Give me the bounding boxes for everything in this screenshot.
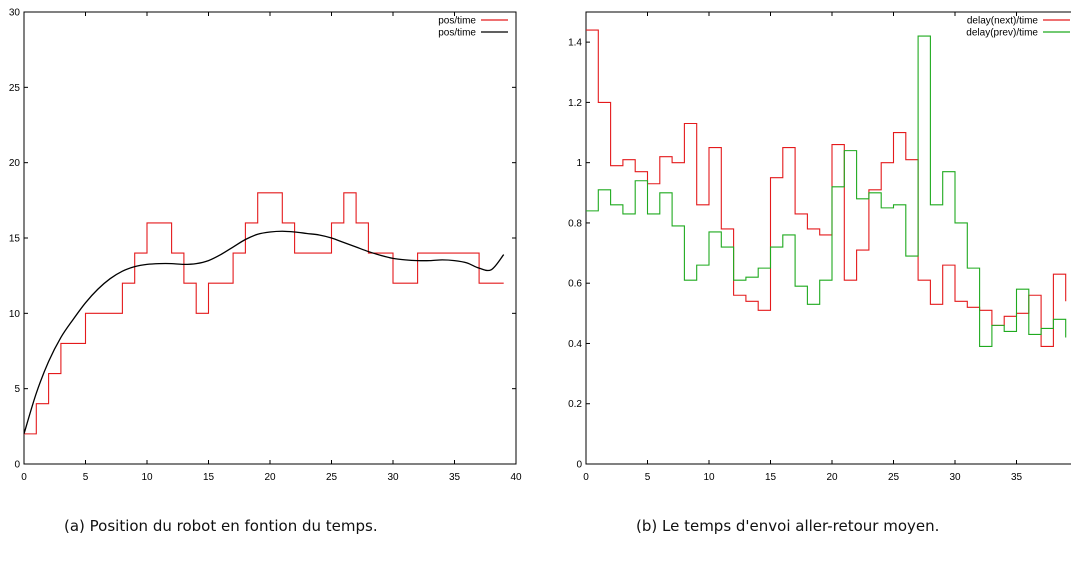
y-tick-label: 0.4: [568, 339, 582, 350]
x-tick-label: 15: [203, 472, 215, 483]
x-tick-label: 5: [645, 472, 651, 483]
y-tick-label: 25: [9, 83, 21, 94]
plot-frame: [585, 11, 1071, 465]
x-tick-label: 30: [949, 472, 961, 483]
legend-label: delay(next)/time: [967, 16, 1039, 27]
y-tick-label: 30: [9, 8, 21, 19]
series-line-1: [586, 29, 1067, 348]
x-tick-label: 0: [21, 472, 27, 483]
y-tick-label: 10: [9, 309, 21, 320]
x-tick-label: 30: [387, 472, 399, 483]
x-tick-label: 20: [264, 472, 276, 483]
y-tick-label: 1: [576, 158, 582, 169]
y-tick-label: 0.6: [568, 279, 582, 290]
y-tick-label: 1.4: [568, 38, 582, 49]
x-tick-label: 40: [510, 472, 522, 483]
x-tick-label: 25: [326, 472, 338, 483]
caption-b: (b) Le temps d'envoi aller-retour moyen.: [636, 517, 940, 535]
y-tick-label: 15: [9, 234, 21, 245]
x-tick-label: 10: [703, 472, 715, 483]
y-tick-label: 1.2: [568, 98, 582, 109]
y-tick-label: 20: [9, 158, 21, 169]
y-tick-label: 0: [14, 460, 20, 471]
y-tick-label: 0.2: [568, 399, 582, 410]
y-tick-label: 5: [14, 384, 20, 395]
caption-a: (a) Position du robot en fontion du temp…: [64, 517, 378, 535]
x-tick-label: 25: [888, 472, 900, 483]
legend-label: pos/time: [438, 28, 476, 39]
series-line-2: [586, 35, 1067, 348]
x-tick-label: 35: [1011, 472, 1023, 483]
x-tick-label: 20: [826, 472, 838, 483]
x-tick-label: 0: [583, 472, 589, 483]
x-tick-label: 35: [449, 472, 461, 483]
legend-label: pos/time: [438, 16, 476, 27]
chart-a: 0 5 10 15 20 25 30 35 40 0 5 10 15 20 25 30 pos/timepos/…: [9, 8, 522, 484]
y-tick-label: 0.8: [568, 218, 582, 229]
x-tick-label: 5: [83, 472, 89, 483]
series-line-1: [24, 192, 504, 435]
x-tick-label: 10: [141, 472, 153, 483]
x-tick-label: 15: [765, 472, 777, 483]
chart-b: 051015202530354000.20.40.60.811.21.4dela…: [568, 11, 1071, 483]
series-line-2: [23, 230, 505, 435]
legend-label: delay(prev)/time: [966, 28, 1038, 39]
y-tick-label: 0: [576, 460, 582, 471]
plot-frame: [23, 11, 517, 465]
